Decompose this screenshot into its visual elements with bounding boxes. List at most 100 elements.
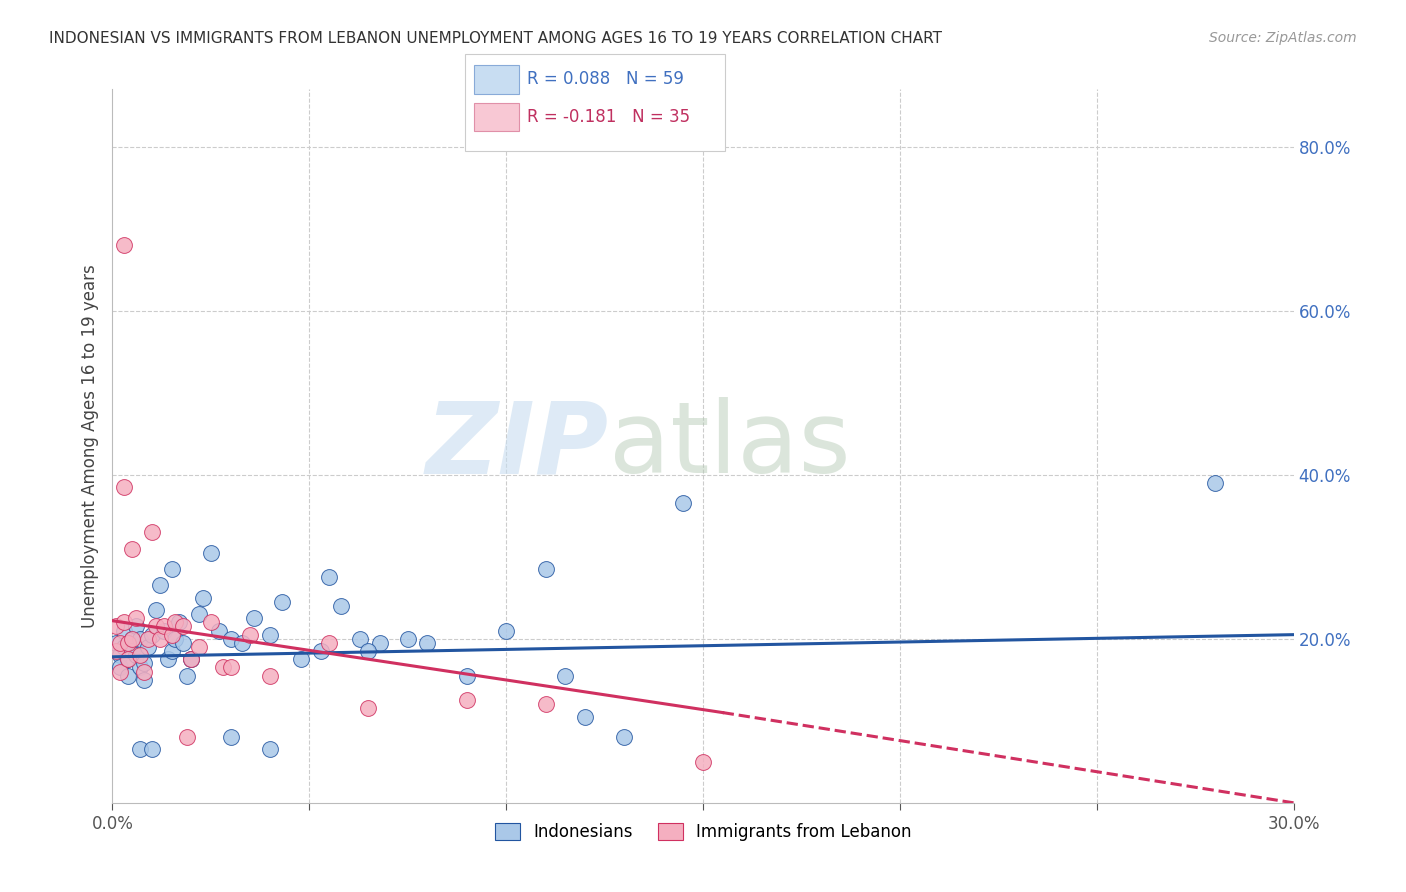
Point	[231, 636, 253, 650]
Point	[259, 668, 281, 682]
Point	[574, 709, 596, 723]
Point	[349, 632, 371, 646]
Point	[110, 648, 132, 662]
Point	[180, 652, 202, 666]
Point	[129, 648, 152, 662]
Text: INDONESIAN VS IMMIGRANTS FROM LEBANON UNEMPLOYMENT AMONG AGES 16 TO 19 YEARS COR: INDONESIAN VS IMMIGRANTS FROM LEBANON UN…	[49, 31, 942, 46]
Point	[188, 640, 211, 654]
Point	[219, 632, 242, 646]
Point	[208, 624, 231, 638]
Point	[172, 636, 194, 650]
Point	[105, 619, 128, 633]
Point	[309, 644, 332, 658]
Point	[125, 611, 148, 625]
Point	[180, 652, 202, 666]
Point	[121, 644, 143, 658]
Point	[117, 652, 139, 666]
Point	[125, 648, 148, 662]
Point	[290, 652, 312, 666]
Point	[141, 742, 163, 756]
Point	[188, 607, 211, 622]
Point	[176, 730, 198, 744]
Point	[121, 541, 143, 556]
Point	[160, 562, 183, 576]
Point	[117, 668, 139, 682]
Point	[136, 632, 159, 646]
Text: Source: ZipAtlas.com: Source: ZipAtlas.com	[1209, 31, 1357, 45]
Point	[117, 636, 139, 650]
Point	[160, 627, 183, 641]
Point	[172, 619, 194, 633]
Text: ZIP: ZIP	[426, 398, 609, 494]
Point	[110, 636, 132, 650]
Point	[112, 615, 135, 630]
Point	[692, 755, 714, 769]
Point	[156, 652, 179, 666]
Point	[672, 496, 695, 510]
Point	[105, 636, 128, 650]
Point	[149, 632, 172, 646]
Point	[495, 624, 517, 638]
Point	[200, 546, 222, 560]
Text: R = -0.181   N = 35: R = -0.181 N = 35	[527, 108, 690, 126]
Point	[368, 636, 391, 650]
Point	[117, 652, 139, 666]
Point	[112, 640, 135, 654]
Point	[456, 693, 478, 707]
Point	[132, 657, 155, 671]
Point	[129, 632, 152, 646]
Point	[456, 668, 478, 682]
Point	[357, 701, 380, 715]
Point	[219, 730, 242, 744]
Point	[259, 742, 281, 756]
Point	[149, 578, 172, 592]
Legend: Indonesians, Immigrants from Lebanon: Indonesians, Immigrants from Lebanon	[488, 816, 918, 848]
Point	[110, 665, 132, 679]
Point	[1204, 475, 1226, 490]
Point	[129, 742, 152, 756]
Point	[165, 615, 187, 630]
Point	[136, 640, 159, 654]
Point	[191, 591, 214, 605]
Point	[357, 644, 380, 658]
Point	[416, 636, 439, 650]
Point	[329, 599, 352, 613]
Point	[112, 238, 135, 252]
Point	[141, 525, 163, 540]
Point	[270, 595, 292, 609]
Point	[121, 632, 143, 646]
Point	[112, 624, 135, 638]
Point	[105, 644, 128, 658]
Point	[239, 627, 262, 641]
Point	[613, 730, 636, 744]
Point	[243, 611, 266, 625]
Point	[554, 668, 576, 682]
Y-axis label: Unemployment Among Ages 16 to 19 years: Unemployment Among Ages 16 to 19 years	[80, 264, 98, 628]
Point	[318, 570, 340, 584]
Point	[110, 660, 132, 674]
Point	[160, 644, 183, 658]
Text: atlas: atlas	[609, 398, 851, 494]
Point	[125, 619, 148, 633]
Point	[534, 562, 557, 576]
Point	[165, 632, 187, 646]
Point	[318, 636, 340, 650]
Point	[121, 632, 143, 646]
Point	[145, 619, 167, 633]
Point	[152, 619, 174, 633]
Point	[259, 627, 281, 641]
Point	[176, 668, 198, 682]
Point	[200, 615, 222, 630]
Text: R = 0.088   N = 59: R = 0.088 N = 59	[527, 70, 685, 88]
Point	[211, 660, 233, 674]
Point	[132, 665, 155, 679]
Point	[169, 615, 191, 630]
Point	[219, 660, 242, 674]
Point	[152, 624, 174, 638]
Point	[132, 673, 155, 687]
Point	[180, 652, 202, 666]
Point	[112, 480, 135, 494]
Point	[396, 632, 419, 646]
Point	[129, 660, 152, 674]
Point	[141, 627, 163, 641]
